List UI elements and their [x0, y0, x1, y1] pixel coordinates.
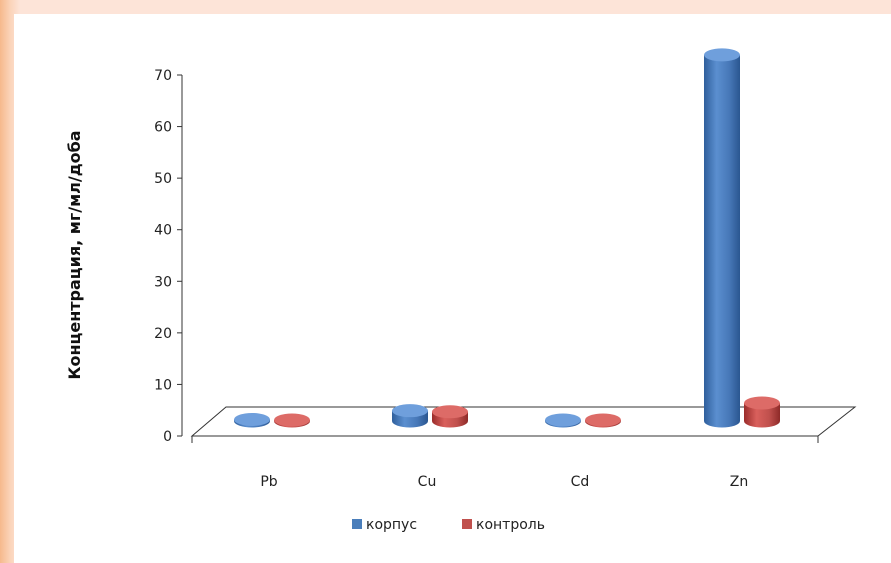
bar-корпус-Cd — [545, 413, 581, 428]
bar-корпус-Pb — [234, 412, 270, 428]
legend-swatch-контроль — [462, 519, 472, 529]
category-labels: Pb Cu Cd Zn — [260, 474, 748, 490]
y-tick-label: 50 — [154, 171, 172, 187]
bar-корпус-Zn — [704, 48, 740, 428]
y-tick-label: 60 — [154, 120, 172, 136]
bar-контроль-Cd — [585, 413, 621, 428]
bar-top — [585, 413, 621, 427]
floor-plane — [190, 406, 857, 437]
bar-контроль-Pb — [274, 413, 310, 428]
y-tick-label: 10 — [154, 377, 172, 393]
legend: корпус контроль — [352, 517, 545, 533]
bar-body — [704, 54, 740, 428]
bar-контроль-Zn — [744, 396, 780, 428]
legend-label-контроль: контроль — [476, 517, 545, 533]
legend-swatch-корпус — [352, 519, 362, 529]
category-label-Cu: Cu — [418, 474, 437, 490]
y-axis-label: Концентрация, мг/мл/доба — [65, 130, 84, 379]
bar-top — [432, 405, 468, 419]
y-tick-label: 40 — [154, 223, 172, 239]
y-tick-labels: 0 10 20 30 40 50 60 70 — [154, 68, 172, 445]
bar-body — [744, 402, 780, 428]
chart-panel — [14, 14, 891, 563]
bar-top — [704, 48, 740, 62]
y-tick-label: 30 — [154, 274, 172, 290]
chart-floor — [190, 406, 857, 443]
bar-top — [392, 404, 428, 418]
y-tick-label: 70 — [154, 68, 172, 84]
category-label-Cd: Cd — [571, 474, 590, 490]
bar-top — [744, 396, 780, 410]
category-label-Pb: Pb — [260, 474, 277, 490]
bars — [234, 48, 780, 428]
bar-top — [545, 413, 581, 427]
bar-корпус-Cu — [392, 404, 428, 428]
legend-label-корпус: корпус — [366, 517, 417, 533]
y-axis — [177, 74, 183, 437]
category-label-Zn: Zn — [730, 474, 748, 490]
bar-top — [274, 413, 310, 427]
y-tick-label: 0 — [163, 429, 172, 445]
bar-top — [234, 412, 270, 426]
bar-контроль-Cu — [432, 405, 468, 428]
y-tick-label: 20 — [154, 326, 172, 342]
